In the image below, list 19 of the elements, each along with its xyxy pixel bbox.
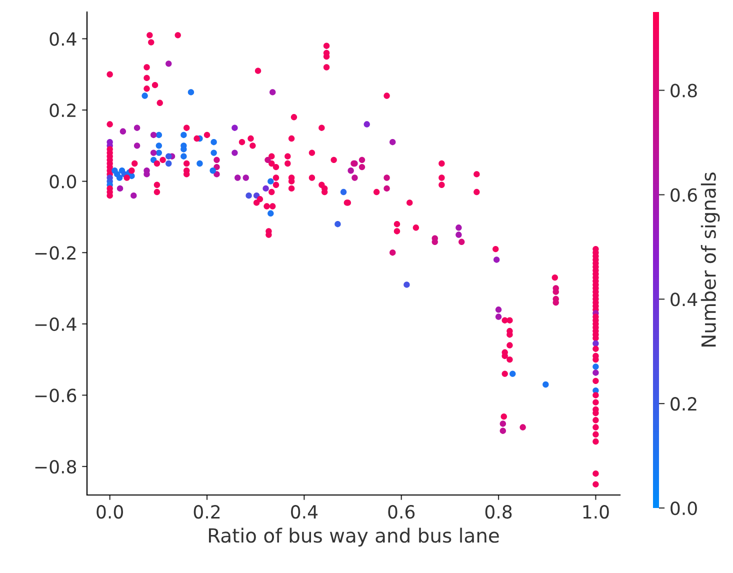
x-tick-label: 0.8 bbox=[485, 505, 512, 519]
y-tick-label: 0.2 bbox=[50, 103, 76, 118]
x-tick-label: 0.2 bbox=[194, 505, 220, 519]
x-tick-label: 0.0 bbox=[96, 505, 123, 519]
y-tick-label: 0.0 bbox=[50, 174, 76, 188]
x-tick-label: 0.6 bbox=[388, 505, 415, 519]
x-tick-label: 0.4 bbox=[291, 505, 318, 519]
y-tick-label: −0.2 bbox=[35, 246, 76, 260]
y-tick-label: −0.8 bbox=[35, 460, 76, 474]
color-bar-label: 0.4 bbox=[670, 292, 698, 306]
y-tick-label: 0.4 bbox=[50, 32, 76, 46]
y-tick-label: −0.6 bbox=[35, 388, 76, 402]
color-bar-title: Number of signals bbox=[700, 172, 720, 347]
color-bar-label: 0.8 bbox=[670, 84, 697, 98]
color-bar-label: 0.2 bbox=[670, 397, 696, 411]
x-axis-title: Ratio of bus way and bus lane bbox=[208, 528, 499, 547]
color-bar-label: 0.6 bbox=[670, 188, 697, 202]
y-tick-label: −0.4 bbox=[35, 317, 76, 332]
x-tick-label: 1.0 bbox=[583, 505, 609, 519]
